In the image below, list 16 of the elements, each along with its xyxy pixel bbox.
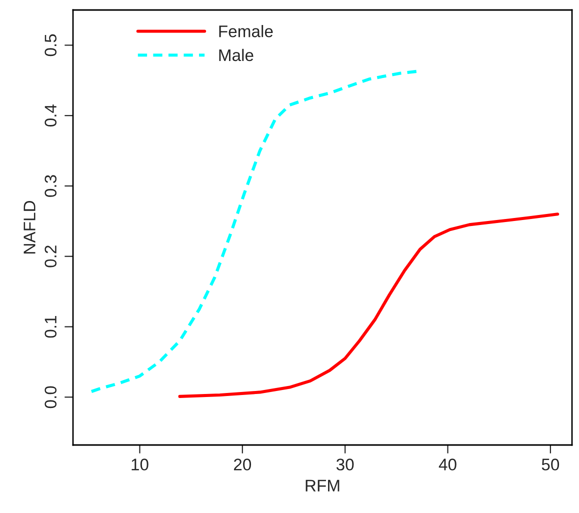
line-series bbox=[178, 212, 560, 398]
legend-label: Male bbox=[219, 48, 254, 62]
x-tick-label: 20 bbox=[234, 458, 252, 470]
y-tick-label: 0.5 bbox=[44, 34, 57, 56]
legend-label: Female bbox=[219, 25, 273, 38]
y-tick-label: 0.3 bbox=[44, 175, 57, 197]
x-tick-label: 50 bbox=[542, 458, 560, 470]
y-axis-title: NAFLD bbox=[24, 200, 36, 254]
y-tick-label: 0.2 bbox=[44, 246, 57, 268]
x-tick-label: 40 bbox=[438, 458, 456, 470]
x-tick-label: 10 bbox=[132, 458, 148, 470]
x-tick-label: 30 bbox=[336, 458, 354, 470]
y-tick-label: 0.1 bbox=[44, 316, 57, 338]
y-tick-label: 0.4 bbox=[44, 104, 57, 127]
x-axis-title: RFM bbox=[306, 480, 340, 492]
y-tick-label: 0.0 bbox=[44, 386, 57, 408]
